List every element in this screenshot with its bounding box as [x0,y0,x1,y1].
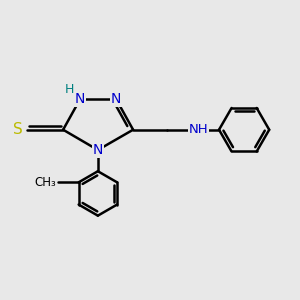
Text: N: N [93,143,103,157]
Text: CH₃: CH₃ [34,176,56,189]
Text: N: N [75,92,85,106]
Text: S: S [13,122,23,137]
Text: H: H [65,83,74,96]
Text: N: N [111,92,122,106]
Text: NH: NH [188,123,208,136]
